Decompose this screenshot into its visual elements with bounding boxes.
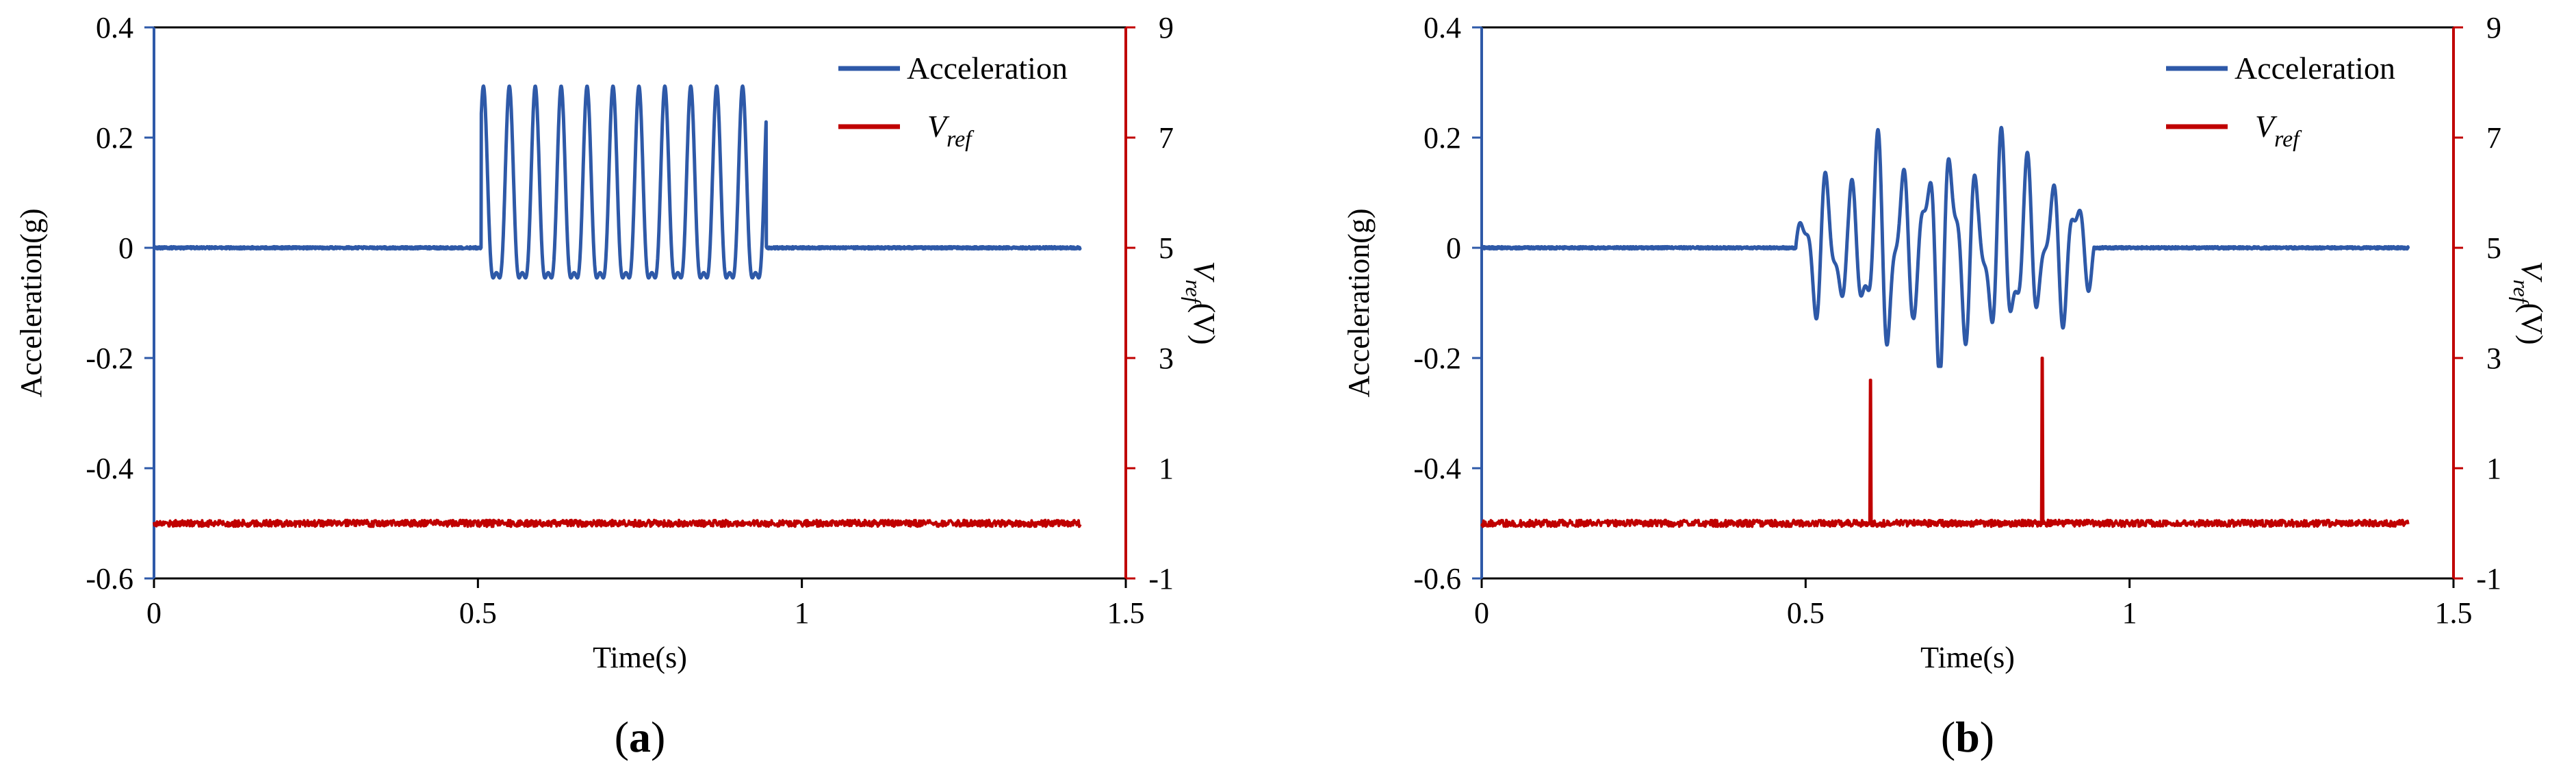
legend-label-acceleration: Acceleration [907, 51, 1068, 86]
x-axis-label: Time(s) [593, 641, 687, 674]
y-tick-label: -0.2 [86, 342, 133, 375]
panel-label: (a) [615, 713, 666, 761]
y2-label-main: V [1187, 261, 1221, 283]
x-tick-label: 0.5 [459, 596, 497, 630]
x-tick-label: 1.5 [2435, 596, 2473, 630]
y-tick-label: -0.6 [86, 562, 133, 596]
panel-label: (b) [1941, 713, 1994, 761]
x-tick-label: 0 [1474, 596, 1489, 630]
y2-label-unit: (V) [2515, 303, 2549, 345]
series-line-vref [1480, 357, 2410, 528]
x-tick-label: 1 [2122, 596, 2137, 630]
y2-tick-label: 5 [2486, 231, 2501, 265]
panel-paren-close: ) [651, 713, 665, 761]
y2-tick-label: -1 [1148, 562, 1174, 596]
y2-label-sub: ref [2509, 279, 2534, 305]
y2-tick-label: -1 [2476, 562, 2501, 596]
panel-letter: b [1955, 713, 1980, 761]
x-tick-label: 1 [795, 596, 810, 630]
y2-tick-label: 9 [1159, 11, 1174, 44]
y-tick-label: 0.2 [96, 121, 133, 155]
x-tick-label: 0 [146, 596, 162, 630]
y2-label-sub: ref [1181, 279, 1206, 305]
y2-tick-label: 7 [1159, 121, 1174, 155]
y2-label-main: V [2515, 261, 2549, 283]
y2-tick-label: 5 [1159, 231, 1174, 265]
series-line-vref [153, 518, 1082, 528]
y2-tick-label: 3 [2486, 342, 2501, 375]
y2-tick-label: 1 [1159, 452, 1174, 485]
series-line-acceleration [153, 84, 1082, 280]
legend-vref-sub: ref [2274, 127, 2302, 152]
chart-panel-b: 0 0.5 1 1.5 0.4 0.2 0 -0.2 -0.4 -0.6 9 7 5 3 1 -1 Time(s… [1342, 11, 2549, 761]
legend-vref-sub: ref [946, 127, 975, 152]
y2-label-unit: (V) [1187, 303, 1221, 345]
y2-axis-label: Vref(V) [1181, 261, 1221, 344]
y-tick-label: 0.4 [96, 11, 133, 44]
y2-tick-label: 9 [2486, 11, 2501, 44]
panel-paren-close: ) [1980, 713, 1994, 761]
x-axis-label: Time(s) [1920, 641, 2015, 674]
y2-axis-label: Vref(V) [2509, 261, 2549, 344]
y2-tick-label: 3 [1159, 342, 1174, 375]
panel-paren-open: ( [1941, 713, 1955, 761]
y-tick-label: -0.4 [86, 452, 133, 485]
panel-letter: a [629, 713, 651, 761]
y-tick-label: -0.6 [1413, 562, 1461, 596]
panel-paren-open: ( [615, 713, 629, 761]
y-tick-label: -0.4 [1413, 452, 1461, 485]
y-tick-label: 0 [118, 231, 133, 265]
y2-tick-label: 7 [2486, 121, 2501, 155]
y-axis-label: Acceleration(g) [14, 208, 48, 397]
chart-panel-a: 0 0.5 1 1.5 0.4 0.2 0 -0.2 -0.4 -0.6 9 7 5 3 1 -1 Time(s… [14, 11, 1221, 761]
y-tick-label: -0.2 [1413, 342, 1461, 375]
legend-label-vref: Vref [2255, 109, 2302, 152]
series-line-acceleration [1480, 125, 2410, 368]
y-tick-label: 0 [1446, 231, 1461, 265]
y-axis-label: Acceleration(g) [1342, 208, 1376, 397]
y-tick-label: 0.2 [1424, 121, 1461, 155]
legend-vref-main: V [927, 109, 950, 144]
x-tick-label: 1.5 [1107, 596, 1145, 630]
y-tick-label: 0.4 [1424, 11, 1461, 44]
x-tick-label: 0.5 [1787, 596, 1825, 630]
legend-label-acceleration: Acceleration [2234, 51, 2395, 86]
y2-tick-label: 1 [2486, 452, 2501, 485]
legend-label-vref: Vref [927, 109, 975, 152]
legend-vref-main: V [2255, 109, 2278, 144]
